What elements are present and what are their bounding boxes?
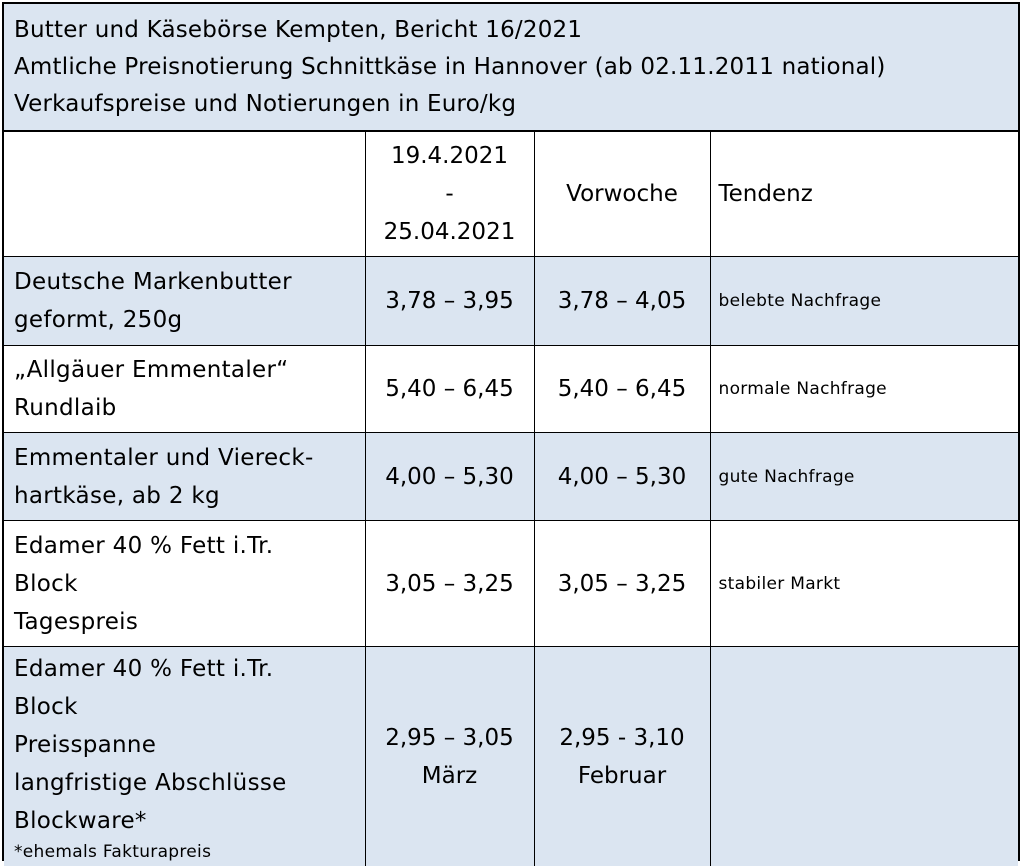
product-label-line: langfristige Abschlüsse bbox=[14, 764, 365, 802]
product-label-line: Tagespreis bbox=[14, 603, 365, 641]
date-to: 25.04.2021 bbox=[366, 213, 534, 251]
header-previous-week: Vorwoche bbox=[534, 132, 710, 257]
product-label-line: Block bbox=[14, 688, 365, 726]
trend-text bbox=[710, 647, 1018, 866]
current-price: 2,95 – 3,05 März bbox=[365, 647, 534, 866]
previous-price: 3,05 – 3,25 bbox=[534, 521, 710, 647]
product-label-line: Rundlaib bbox=[14, 389, 365, 427]
product-label-line: Block bbox=[14, 565, 365, 603]
current-price-range: 2,95 – 3,05 bbox=[366, 719, 534, 757]
current-price: 3,05 – 3,25 bbox=[365, 521, 534, 647]
table-row: Emmentaler und Viereck- hartkäse, ab 2 k… bbox=[4, 433, 1018, 521]
header-date-range: 19.4.2021 - 25.04.2021 bbox=[365, 132, 534, 257]
product-label-line: geformt, 250g bbox=[14, 301, 365, 339]
previous-price-month: Februar bbox=[535, 757, 710, 795]
product-label-line: „Allgäuer Emmentaler“ bbox=[14, 351, 365, 389]
report-unit-line: Verkaufspreise und Notierungen in Euro/k… bbox=[14, 86, 1018, 123]
product-label: Edamer 40 % Fett i.Tr. Block Preisspanne… bbox=[4, 647, 365, 866]
product-label-line: Deutsche Markenbutter bbox=[14, 263, 365, 301]
product-label-line: Edamer 40 % Fett i.Tr. bbox=[14, 527, 365, 565]
trend-text: stabiler Markt bbox=[710, 521, 1018, 647]
trend-text: gute Nachfrage bbox=[710, 433, 1018, 521]
product-label-line: Edamer 40 % Fett i.Tr. bbox=[14, 650, 365, 688]
date-from: 19.4.2021 bbox=[366, 137, 534, 175]
previous-price: 2,95 - 3,10 Februar bbox=[534, 647, 710, 866]
previous-price: 4,00 – 5,30 bbox=[534, 433, 710, 521]
product-label-line: hartkäse, ab 2 kg bbox=[14, 477, 365, 515]
header-empty-cell bbox=[4, 132, 365, 257]
table-row: Edamer 40 % Fett i.Tr. Block Tagespreis … bbox=[4, 521, 1018, 647]
previous-price: 5,40 – 6,45 bbox=[534, 346, 710, 433]
product-label: „Allgäuer Emmentaler“ Rundlaib bbox=[4, 346, 365, 433]
table-row: „Allgäuer Emmentaler“ Rundlaib 5,40 – 6,… bbox=[4, 346, 1018, 433]
product-label: Deutsche Markenbutter geformt, 250g bbox=[4, 257, 365, 346]
product-label: Edamer 40 % Fett i.Tr. Block Tagespreis bbox=[4, 521, 365, 647]
table-header-row: 19.4.2021 - 25.04.2021 Vorwoche Tendenz bbox=[4, 132, 1018, 257]
table-row: Edamer 40 % Fett i.Tr. Block Preisspanne… bbox=[4, 647, 1018, 866]
product-label-line: Emmentaler und Viereck- bbox=[14, 439, 365, 477]
previous-price-range: 2,95 - 3,10 bbox=[535, 719, 710, 757]
trend-text: normale Nachfrage bbox=[710, 346, 1018, 433]
footnote: *ehemals Fakturapreis bbox=[14, 840, 365, 864]
product-label: Emmentaler und Viereck- hartkäse, ab 2 k… bbox=[4, 433, 365, 521]
product-label-line: Blockware* bbox=[14, 802, 365, 840]
report-subtitle: Amtliche Preisnotierung Schnittkäse in H… bbox=[14, 49, 1018, 86]
current-price: 3,78 – 3,95 bbox=[365, 257, 534, 346]
report-title: Butter und Käsebörse Kempten, Bericht 16… bbox=[14, 12, 1018, 49]
previous-price: 3,78 – 4,05 bbox=[534, 257, 710, 346]
price-table: 19.4.2021 - 25.04.2021 Vorwoche Tendenz … bbox=[4, 132, 1018, 866]
product-label-line: Preisspanne bbox=[14, 726, 365, 764]
date-separator: - bbox=[366, 175, 534, 213]
current-price: 5,40 – 6,45 bbox=[365, 346, 534, 433]
header-trend: Tendenz bbox=[710, 132, 1018, 257]
current-price: 4,00 – 5,30 bbox=[365, 433, 534, 521]
report-header: Butter und Käsebörse Kempten, Bericht 16… bbox=[4, 4, 1018, 132]
trend-text: belebte Nachfrage bbox=[710, 257, 1018, 346]
table-row: Deutsche Markenbutter geformt, 250g 3,78… bbox=[4, 257, 1018, 346]
current-price-month: März bbox=[366, 757, 534, 795]
